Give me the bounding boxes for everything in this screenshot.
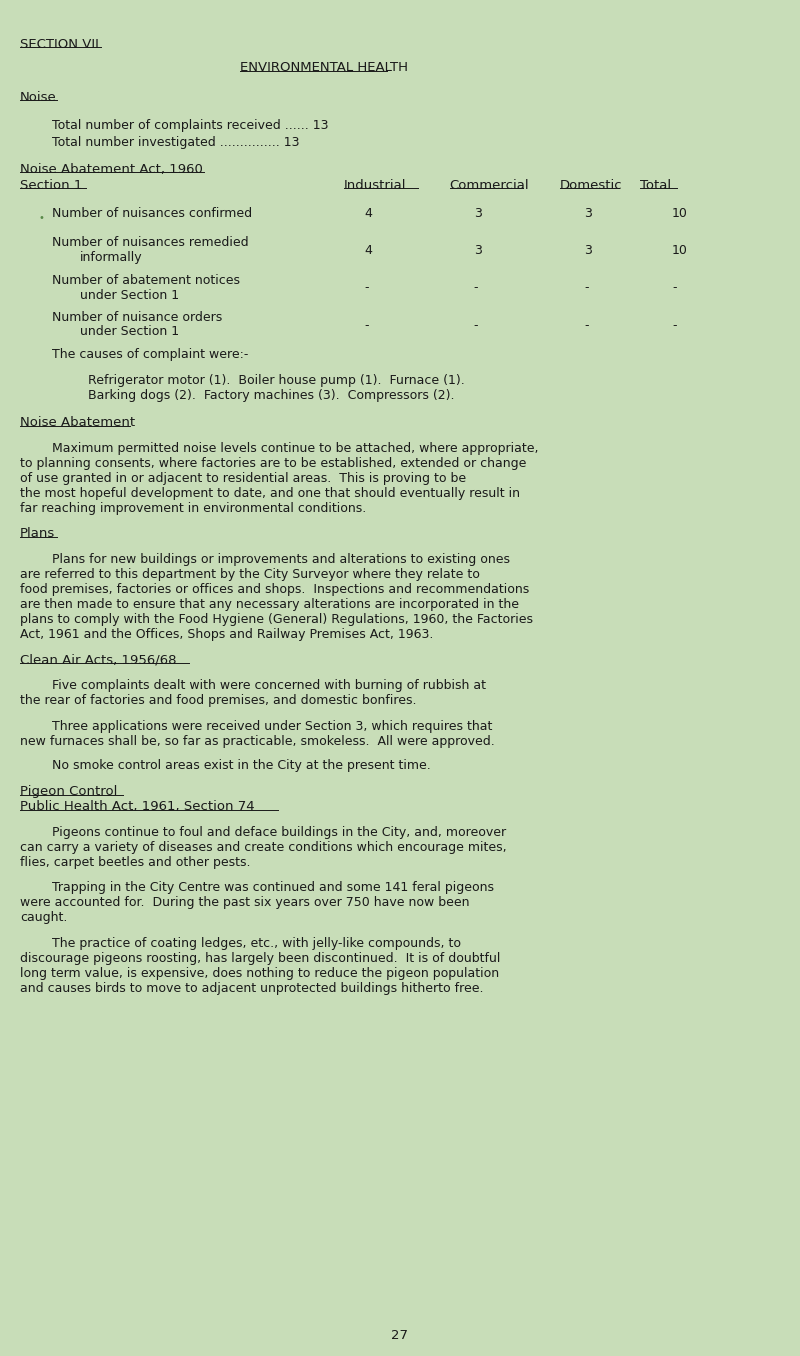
Text: Total: Total — [640, 179, 671, 193]
Text: -: - — [672, 281, 677, 294]
Text: Plans for new buildings or improvements and alterations to existing ones: Plans for new buildings or improvements … — [52, 553, 510, 567]
Text: caught.: caught. — [20, 911, 67, 925]
Text: Industrial: Industrial — [344, 179, 406, 193]
Text: Number of abatement notices: Number of abatement notices — [52, 274, 240, 287]
Text: discourage pigeons roosting, has largely been discontinued.  It is of doubtful: discourage pigeons roosting, has largely… — [20, 952, 500, 965]
Text: of use granted in or adjacent to residential areas.  This is proving to be: of use granted in or adjacent to residen… — [20, 472, 466, 485]
Text: under Section 1: under Section 1 — [80, 289, 179, 302]
Text: 3: 3 — [584, 244, 592, 258]
Text: 3: 3 — [474, 244, 482, 258]
Text: Plans: Plans — [20, 527, 55, 541]
Text: long term value, is expensive, does nothing to reduce the pigeon population: long term value, is expensive, does noth… — [20, 967, 499, 980]
Text: 3: 3 — [474, 207, 482, 221]
Text: Clean Air Acts, 1956/68: Clean Air Acts, 1956/68 — [20, 654, 177, 667]
Text: Five complaints dealt with were concerned with burning of rubbish at: Five complaints dealt with were concerne… — [52, 679, 486, 693]
Text: Act, 1961 and the Offices, Shops and Railway Premises Act, 1963.: Act, 1961 and the Offices, Shops and Rai… — [20, 628, 434, 641]
Text: the rear of factories and food premises, and domestic bonfires.: the rear of factories and food premises,… — [20, 694, 417, 708]
Text: Trapping in the City Centre was continued and some 141 feral pigeons: Trapping in the City Centre was continue… — [52, 881, 494, 895]
Text: new furnaces shall be, so far as practicable, smokeless.  All were approved.: new furnaces shall be, so far as practic… — [20, 735, 494, 749]
Text: Commercial: Commercial — [450, 179, 530, 193]
Text: 10: 10 — [672, 207, 688, 221]
Text: Noise: Noise — [20, 91, 57, 104]
Text: SECTION VII: SECTION VII — [20, 38, 99, 52]
Text: Three applications were received under Section 3, which requires that: Three applications were received under S… — [52, 720, 492, 734]
Text: under Section 1: under Section 1 — [80, 325, 179, 339]
Text: are referred to this department by the City Surveyor where they relate to: are referred to this department by the C… — [20, 568, 480, 582]
Text: -: - — [474, 281, 478, 294]
Text: Section 1: Section 1 — [20, 179, 82, 193]
Text: Refrigerator motor (1).  Boiler house pump (1).  Furnace (1).: Refrigerator motor (1). Boiler house pum… — [88, 374, 465, 388]
Text: Domestic: Domestic — [560, 179, 622, 193]
Text: plans to comply with the Food Hygiene (General) Regulations, 1960, the Factories: plans to comply with the Food Hygiene (G… — [20, 613, 533, 626]
Text: far reaching improvement in environmental conditions.: far reaching improvement in environmenta… — [20, 502, 366, 515]
Text: No smoke control areas exist in the City at the present time.: No smoke control areas exist in the City… — [52, 759, 430, 773]
Text: Number of nuisance orders: Number of nuisance orders — [52, 311, 222, 324]
Text: -: - — [474, 319, 478, 332]
Text: 3: 3 — [584, 207, 592, 221]
Text: -: - — [364, 319, 369, 332]
Text: ENVIRONMENTAL HEALTH: ENVIRONMENTAL HEALTH — [240, 61, 408, 75]
Text: Noise Abatement Act, 1960: Noise Abatement Act, 1960 — [20, 163, 203, 176]
Text: are then made to ensure that any necessary alterations are incorporated in the: are then made to ensure that any necessa… — [20, 598, 519, 612]
Text: 27: 27 — [391, 1329, 409, 1342]
Text: Noise Abatement: Noise Abatement — [20, 416, 135, 430]
Text: Public Health Act, 1961, Section 74: Public Health Act, 1961, Section 74 — [20, 800, 254, 814]
Text: -: - — [584, 319, 589, 332]
Text: Number of nuisances remedied: Number of nuisances remedied — [52, 236, 249, 250]
Text: The practice of coating ledges, etc., with jelly-like compounds, to: The practice of coating ledges, etc., wi… — [52, 937, 461, 951]
Text: the most hopeful development to date, and one that should eventually result in: the most hopeful development to date, an… — [20, 487, 520, 500]
Text: food premises, factories or offices and shops.  Inspections and recommendations: food premises, factories or offices and … — [20, 583, 530, 597]
Text: to planning consents, where factories are to be established, extended or change: to planning consents, where factories ar… — [20, 457, 526, 471]
Text: informally: informally — [80, 251, 142, 264]
Text: and causes birds to move to adjacent unprotected buildings hitherto free.: and causes birds to move to adjacent unp… — [20, 982, 483, 995]
Text: 4: 4 — [364, 207, 372, 221]
Text: Total number of complaints received ...... 13: Total number of complaints received ....… — [52, 119, 329, 133]
Text: Total number investigated ............... 13: Total number investigated ..............… — [52, 136, 299, 149]
Text: -: - — [364, 281, 369, 294]
Text: -: - — [672, 319, 677, 332]
Text: 4: 4 — [364, 244, 372, 258]
Text: -: - — [584, 281, 589, 294]
Text: Pigeons continue to foul and deface buildings in the City, and, moreover: Pigeons continue to foul and deface buil… — [52, 826, 506, 839]
Text: Number of nuisances confirmed: Number of nuisances confirmed — [52, 207, 252, 221]
Text: The causes of complaint were:-: The causes of complaint were:- — [52, 348, 248, 362]
Text: Pigeon Control: Pigeon Control — [20, 785, 118, 799]
Text: can carry a variety of diseases and create conditions which encourage mites,: can carry a variety of diseases and crea… — [20, 841, 506, 854]
Text: were accounted for.  During the past six years over 750 have now been: were accounted for. During the past six … — [20, 896, 470, 910]
Text: flies, carpet beetles and other pests.: flies, carpet beetles and other pests. — [20, 856, 250, 869]
Text: 10: 10 — [672, 244, 688, 258]
Text: Barking dogs (2).  Factory machines (3).  Compressors (2).: Barking dogs (2). Factory machines (3). … — [88, 389, 454, 403]
Text: Maximum permitted noise levels continue to be attached, where appropriate,: Maximum permitted noise levels continue … — [52, 442, 538, 456]
Text: •: • — [38, 213, 44, 222]
